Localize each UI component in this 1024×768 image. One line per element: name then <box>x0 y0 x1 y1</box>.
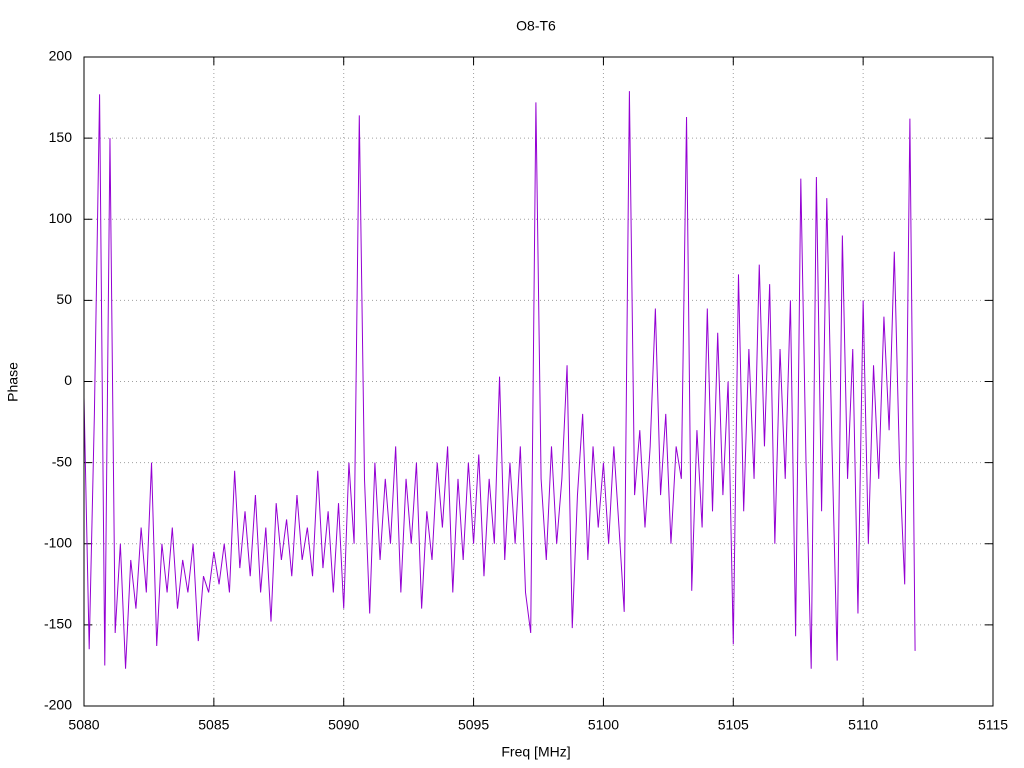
y-tick-label: 100 <box>49 210 73 226</box>
x-tick-label: 5090 <box>328 717 359 733</box>
x-axis-label: Freq [MHz] <box>501 744 570 760</box>
x-tick-label: 5105 <box>718 717 749 733</box>
y-axis-label: Phase <box>5 362 21 402</box>
y-tick-label: -150 <box>44 616 72 632</box>
x-tick-label: 5085 <box>198 717 229 733</box>
y-tick-label: -100 <box>44 534 72 550</box>
y-tick-label: -200 <box>44 697 72 713</box>
x-tick-label: 5100 <box>588 717 619 733</box>
chart-title: O8-T6 <box>516 18 556 34</box>
x-tick-label: 5080 <box>68 717 99 733</box>
y-tick-label: 0 <box>64 372 72 388</box>
x-tick-label: 5115 <box>978 717 1008 733</box>
x-tick-label: 5095 <box>458 717 489 733</box>
plot-border <box>83 56 994 707</box>
data-line <box>83 91 916 669</box>
y-tick-label: 50 <box>56 291 72 307</box>
y-tick-label: 150 <box>49 129 73 145</box>
y-tick-label: -50 <box>52 453 72 469</box>
y-tick-label: 200 <box>49 48 73 64</box>
x-tick-label: 5110 <box>848 717 878 733</box>
